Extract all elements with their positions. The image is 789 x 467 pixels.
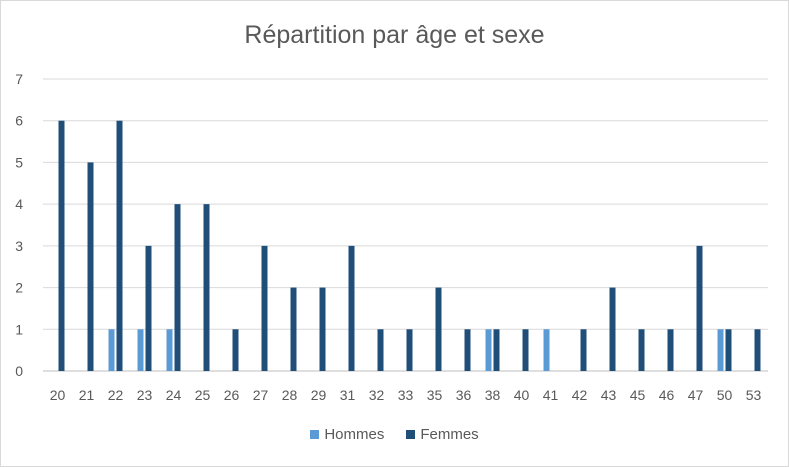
bar-femmes-33 (406, 329, 413, 371)
x-tick-label: 47 (688, 387, 704, 403)
chart-title: Répartition par âge et sexe (244, 21, 545, 49)
legend-label-femmes: Femmes (420, 426, 479, 443)
x-tick-label: 45 (630, 387, 646, 403)
bar-femmes-36 (464, 329, 471, 371)
x-tick-label: 24 (166, 387, 182, 403)
legend-label-hommes: Hommes (324, 426, 385, 443)
bar-femmes-29 (319, 287, 326, 371)
bar-hommes-50 (717, 329, 724, 371)
legend-item-hommes: Hommes (310, 426, 384, 443)
y-tick-label: 0 (15, 363, 23, 379)
x-tick-label: 21 (79, 387, 95, 403)
bar-hommes-24 (166, 329, 173, 371)
bar-hommes-38 (485, 329, 492, 371)
x-tick-label: 32 (369, 387, 385, 403)
x-tick-label: 36 (456, 387, 472, 403)
x-tick-label: 42 (572, 387, 588, 403)
bar-hommes-23 (137, 329, 144, 371)
x-tick-label: 35 (427, 387, 443, 403)
bar-femmes-25 (203, 204, 210, 371)
x-tick-label: 38 (485, 387, 501, 403)
bar-femmes-35 (435, 287, 442, 371)
x-tick-label: 28 (282, 387, 298, 403)
bar-femmes-47 (696, 245, 703, 371)
legend-swatch-hommes (310, 430, 320, 439)
x-tick-label: 46 (659, 387, 675, 403)
bar-femmes-46 (667, 329, 674, 371)
bar-femmes-45 (638, 329, 645, 371)
x-tick-label: 33 (398, 387, 414, 403)
y-tick-label: 7 (15, 71, 23, 87)
bar-femmes-43 (609, 287, 616, 371)
bar-femmes-22 (116, 120, 123, 371)
x-tick-label: 31 (340, 387, 356, 403)
bar-femmes-27 (261, 245, 268, 371)
y-tick-label: 1 (15, 321, 23, 337)
y-tick-label: 4 (15, 196, 23, 212)
x-tick-label: 40 (514, 387, 530, 403)
bar-femmes-21 (87, 162, 94, 371)
y-tick-label: 6 (15, 113, 23, 129)
x-tick-label: 25 (195, 387, 211, 403)
bar-femmes-32 (377, 329, 384, 371)
x-tick-label: 53 (746, 387, 762, 403)
bar-femmes-24 (174, 204, 181, 371)
y-tick-label: 2 (15, 280, 23, 296)
x-tick-label: 20 (50, 387, 66, 403)
bar-femmes-42 (580, 329, 587, 371)
x-tick-label: 43 (601, 387, 617, 403)
bar-femmes-31 (348, 245, 355, 371)
legend-swatch-femmes (406, 430, 416, 439)
bar-hommes-22 (108, 329, 115, 371)
bar-femmes-40 (522, 329, 529, 371)
legend: Hommes Femmes (1, 426, 788, 443)
x-tick-label: 22 (108, 387, 124, 403)
y-tick-label: 3 (15, 238, 23, 254)
legend-item-femmes: Femmes (406, 426, 479, 443)
bar-femmes-23 (145, 245, 152, 371)
x-tick-label: 23 (137, 387, 153, 403)
bar-femmes-26 (232, 329, 239, 371)
x-tick-label: 27 (253, 387, 269, 403)
bar-femmes-38 (493, 329, 500, 371)
bar-femmes-28 (290, 287, 297, 371)
bar-femmes-50 (725, 329, 732, 371)
bar-femmes-20 (58, 120, 65, 371)
x-tick-label: 41 (543, 387, 559, 403)
bar-hommes-41 (543, 329, 550, 371)
x-tick-label: 50 (717, 387, 733, 403)
x-tick-label: 26 (224, 387, 240, 403)
x-tick-label: 29 (311, 387, 327, 403)
y-tick-label: 5 (15, 154, 23, 170)
bar-femmes-53 (754, 329, 761, 371)
